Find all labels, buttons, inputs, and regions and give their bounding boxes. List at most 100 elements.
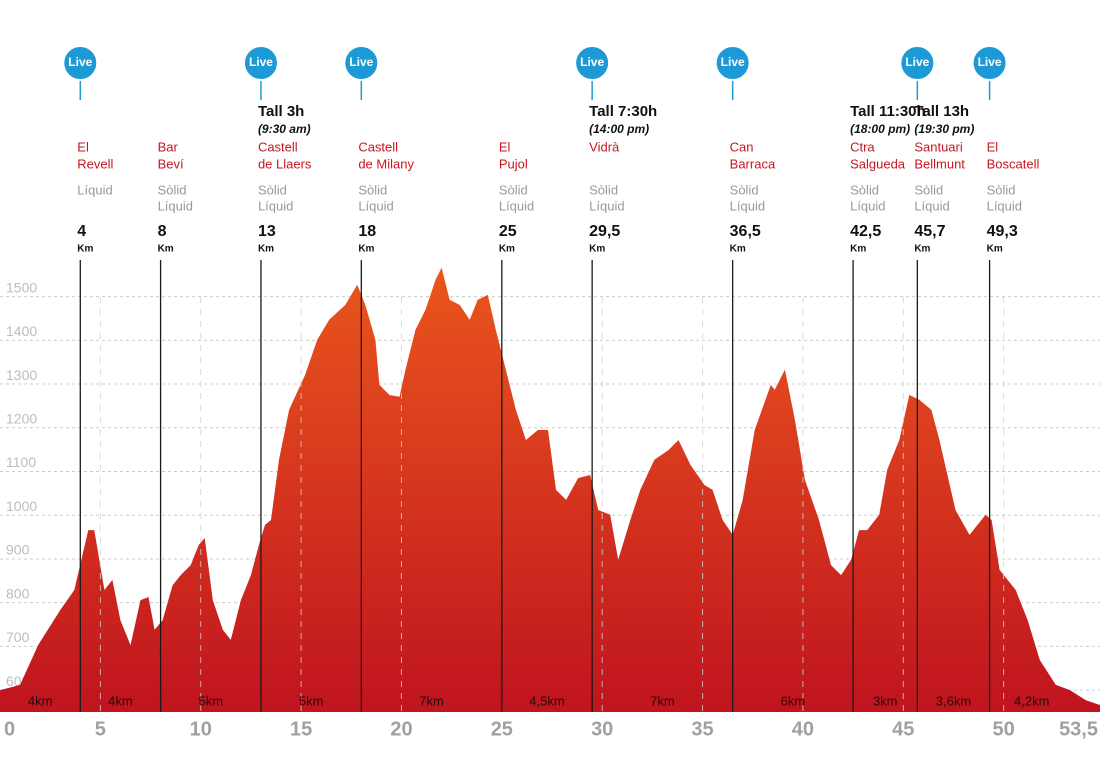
station-name: Bar <box>158 139 179 154</box>
x-tick-label: 50 <box>993 718 1015 740</box>
station-name: Castell <box>358 139 398 154</box>
station-supply: Líquid <box>499 198 534 213</box>
station-name: Pujol <box>499 156 528 171</box>
station-name: El <box>499 139 511 154</box>
cutoff-time: (14:00 pm) <box>589 122 649 136</box>
station-km: 49,3 <box>987 223 1018 240</box>
segment-label: 3,6km <box>936 693 971 708</box>
station-km: 18 <box>358 223 376 240</box>
y-tick-label: 800 <box>6 585 30 601</box>
x-tick-label: 0 <box>4 718 15 740</box>
station-supply: Sòlid <box>499 182 528 197</box>
station-supply: Líquid <box>77 182 112 197</box>
station-km: 29,5 <box>589 223 620 240</box>
live-badge <box>242 45 279 81</box>
station-supply: Sòlid <box>914 182 943 197</box>
station-supply: Sòlid <box>730 182 759 197</box>
station-km-unit: Km <box>589 244 605 255</box>
station-supply: Sòlid <box>258 182 287 197</box>
station-km-unit: Km <box>987 244 1003 255</box>
station-supply: Líquid <box>258 198 293 213</box>
station-km: 25 <box>499 223 517 240</box>
live-label: Live <box>580 55 604 69</box>
station-km-unit: Km <box>158 244 174 255</box>
station-name: de Llaers <box>258 156 312 171</box>
station-supply: Líquid <box>914 198 949 213</box>
live-badge <box>62 45 99 81</box>
station-name: Revell <box>77 156 113 171</box>
station-name: Salgueda <box>850 156 906 171</box>
station-km: 45,7 <box>914 223 945 240</box>
station-name: El <box>987 139 999 154</box>
segment-label: 5km <box>198 693 223 708</box>
station-km-unit: Km <box>358 244 374 255</box>
station-km: 8 <box>158 223 167 240</box>
segment-label: 3km <box>873 693 898 708</box>
cutoff: Tall 7:30h <box>589 103 657 120</box>
live-label: Live <box>249 55 273 69</box>
x-tick-label: 10 <box>190 718 212 740</box>
x-tick-label: 25 <box>491 718 513 740</box>
y-tick-label: 1500 <box>6 279 37 295</box>
station-km-unit: Km <box>850 244 866 255</box>
station-km-unit: Km <box>730 244 746 255</box>
cutoff-time: (19:30 pm) <box>914 122 974 136</box>
station-name: Beví <box>158 156 184 171</box>
cutoff: Tall 13h <box>914 103 969 120</box>
y-tick-label: 1000 <box>6 498 37 514</box>
station-km: 4 <box>77 223 86 240</box>
station-supply: Sòlid <box>158 182 187 197</box>
station-name: Can <box>730 139 754 154</box>
live-badge <box>899 45 936 81</box>
station-km-unit: Km <box>258 244 274 255</box>
x-tick-label: 45 <box>892 718 914 740</box>
station-km: 36,5 <box>730 223 761 240</box>
station-name: Boscatell <box>987 156 1040 171</box>
segment-label: 5km <box>299 693 324 708</box>
cutoff-time: (18:00 pm) <box>850 122 910 136</box>
station-supply: Sòlid <box>987 182 1016 197</box>
station-name: Ctra <box>850 139 875 154</box>
live-badge <box>714 45 751 81</box>
station-supply: Sòlid <box>358 182 387 197</box>
segment-label: 7km <box>419 693 444 708</box>
station-km: 42,5 <box>850 223 881 240</box>
live-label: Live <box>978 55 1002 69</box>
station-supply: Líquid <box>850 198 885 213</box>
live-badge <box>971 45 1008 81</box>
station-supply: Sòlid <box>589 182 618 197</box>
station-supply: Sòlid <box>850 182 879 197</box>
live-label: Live <box>721 55 745 69</box>
station-km-unit: Km <box>914 244 930 255</box>
x-tick-label: 53,5 <box>1059 718 1098 740</box>
y-tick-label: 1100 <box>6 454 36 470</box>
station-km-unit: Km <box>77 244 93 255</box>
segment-label: 6km <box>781 693 806 708</box>
station-km: 13 <box>258 223 276 240</box>
y-tick-label: 1400 <box>6 323 37 339</box>
station-name: Santuari <box>914 139 963 154</box>
x-tick-label: 5 <box>95 718 106 740</box>
station-supply: Líquid <box>358 198 393 213</box>
cutoff: Tall 3h <box>258 103 304 120</box>
station-name: El <box>77 139 89 154</box>
station-name: Vidrà <box>589 139 620 154</box>
segment-label: 7km <box>650 693 675 708</box>
segment-label: 4,2km <box>1014 693 1049 708</box>
cutoff-time: (9:30 am) <box>258 122 311 136</box>
segment-label: 4km <box>28 693 53 708</box>
station-name: Barraca <box>730 156 776 171</box>
x-tick-label: 35 <box>691 718 713 740</box>
x-tick-label: 40 <box>792 718 814 740</box>
station-supply: Líquid <box>987 198 1022 213</box>
y-tick-label: 700 <box>6 629 30 645</box>
x-tick-label: 15 <box>290 718 312 740</box>
x-tick-label: 20 <box>390 718 412 740</box>
live-label: Live <box>68 55 92 69</box>
station-name: Castell <box>258 139 298 154</box>
y-tick-label: 1200 <box>6 410 37 426</box>
y-tick-label: 900 <box>6 542 30 558</box>
station-supply: Líquid <box>730 198 765 213</box>
station-supply: Líquid <box>158 198 193 213</box>
